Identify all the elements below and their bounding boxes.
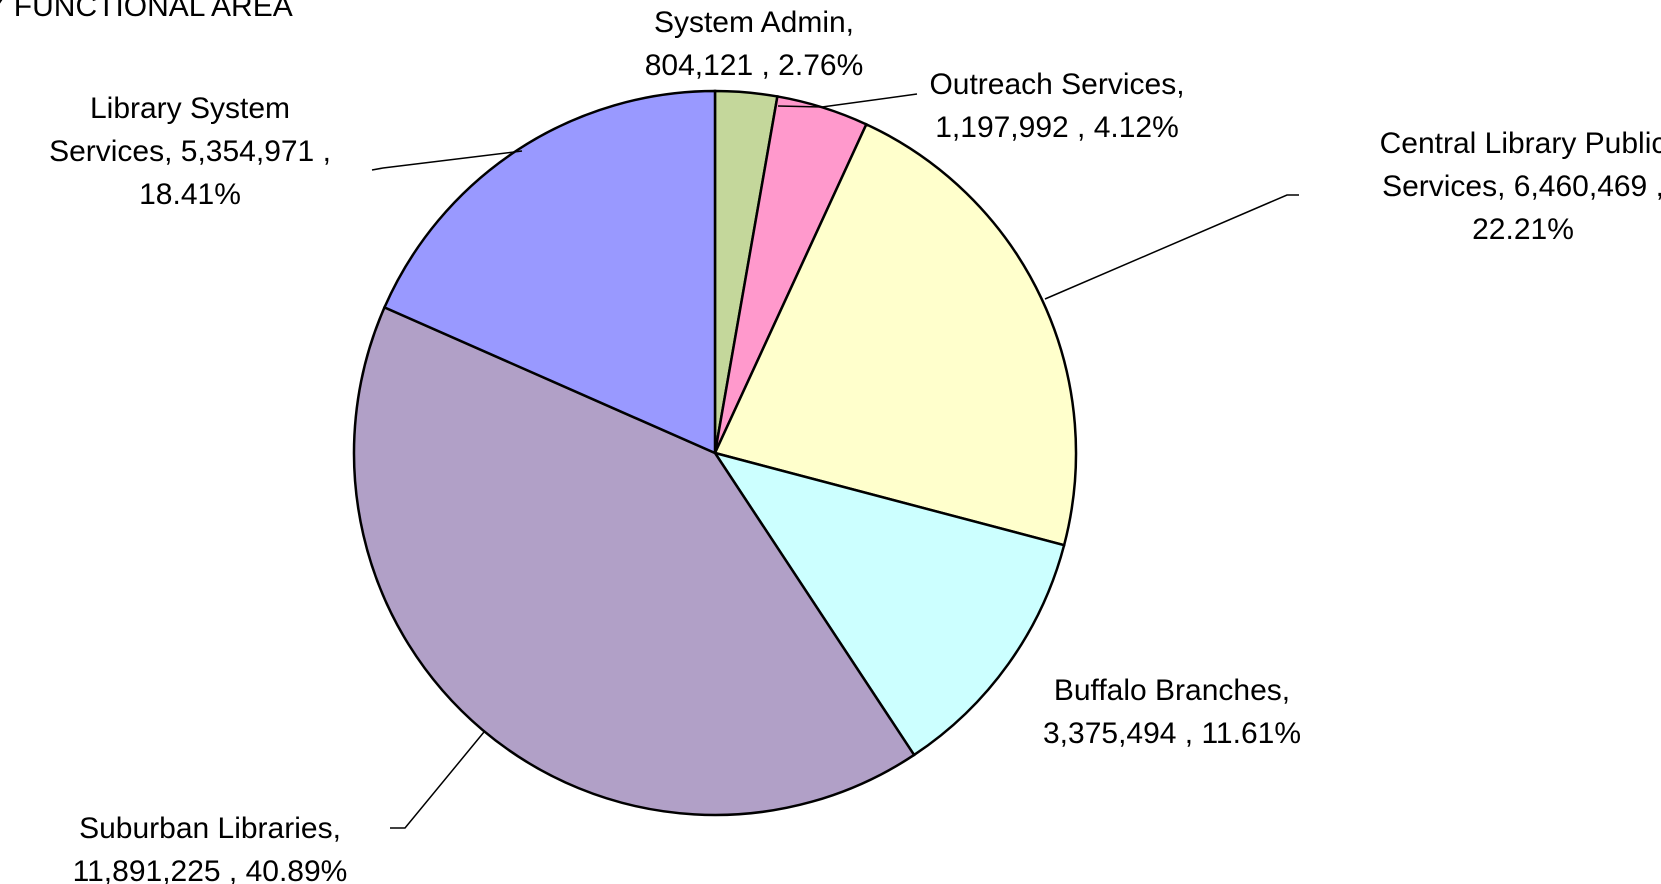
pie-slice-central-library-public-services (713, 122, 1078, 547)
pie-slice-buffalo-branches (712, 450, 1066, 757)
data-label-line: Buffalo Branches, (1054, 674, 1290, 707)
leader-line (371, 150, 523, 171)
data-label-line: Services, 5,354,971 , (49, 135, 331, 168)
leader-line (777, 93, 918, 108)
leader-line (390, 731, 485, 829)
data-label-line: 18.41% (139, 178, 241, 211)
pie-slice-suburban-libraries (352, 305, 916, 817)
data-label-line: Services, 6,460,469 , (1382, 170, 1661, 203)
data-label-line: Suburban Libraries, (79, 812, 341, 845)
data-label-line: 804,121 , 2.76% (645, 49, 864, 82)
pie-slice-library-system-services (382, 89, 717, 455)
data-label-line: System Admin, (654, 6, 854, 39)
data-label: System Admin, 804,121 , 2.76% (645, 6, 864, 82)
leader-line (1044, 194, 1299, 300)
data-label: Library System Services, 5,354,971 , 18.41… (49, 92, 331, 211)
data-label-line: 1,197,992 , 4.12% (935, 111, 1179, 144)
data-label-line: 3,375,494 , 11.61% (1043, 717, 1301, 750)
data-label-line: Outreach Services, (929, 68, 1184, 101)
data-label-line: 22.21% (1472, 213, 1574, 246)
data-label-line: 11,891,225 , 40.89% (73, 855, 348, 884)
data-label: Suburban Libraries, 11,891,225 , 40.89% (73, 812, 348, 884)
chart-title: Y FUNCTIONAL AREA (0, 0, 293, 23)
data-label-line: Library System (90, 92, 290, 125)
data-label: Central Library Public Services, 6,460,46… (1380, 127, 1661, 246)
data-label: Outreach Services, 1,197,992 , 4.12% (929, 68, 1184, 144)
data-label: Buffalo Branches, 3,375,494 , 11.61% (1043, 674, 1301, 750)
data-label-line: Central Library Public (1380, 127, 1661, 160)
